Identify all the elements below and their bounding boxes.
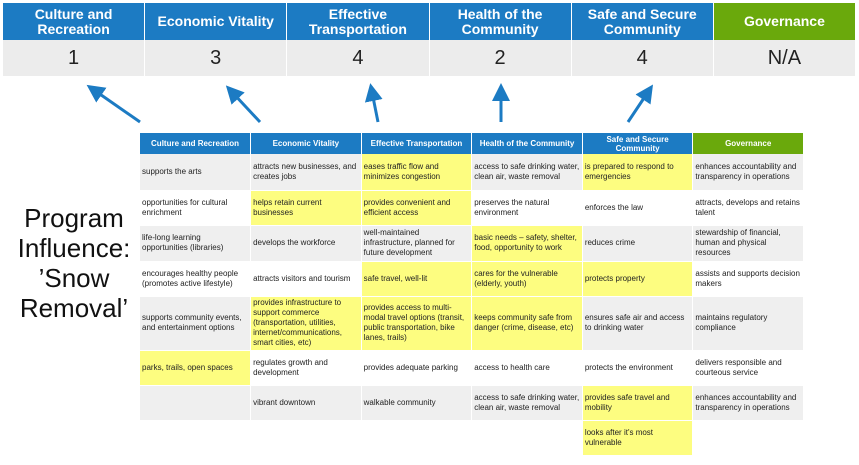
table-cell: enhances accountability and transparency… <box>692 154 804 191</box>
arrow-icon <box>225 85 262 124</box>
table-cell <box>361 420 473 456</box>
program-label: Program Influence: ’Snow Removal’ <box>17 203 131 323</box>
summary-header: Economic Vitality <box>145 3 288 40</box>
table-cell: ensures safe air and access to drinking … <box>582 296 694 351</box>
summary-header: Culture and Recreation <box>3 3 146 40</box>
table-cell: access to health care <box>471 350 583 386</box>
table-cell: reduces crime <box>582 225 694 262</box>
arrows <box>86 83 653 124</box>
table-row: encourages healthy people (promotes acti… <box>140 261 804 297</box>
table-cell: maintains regulatory compliance <box>692 296 804 351</box>
table-cell <box>692 420 804 456</box>
table-cell: attracts new businesses, and creates job… <box>250 154 362 191</box>
table-cell: attracts visitors and tourism <box>250 261 362 297</box>
table-cell: regulates growth and development <box>250 350 362 386</box>
table-cell: basic needs – safety, shelter, food, opp… <box>471 225 583 262</box>
table-cell: provides convenient and efficient access <box>361 190 473 226</box>
table-row: opportunities for cultural enrichment hel… <box>140 190 804 226</box>
table-cell: provides adequate parking <box>361 350 473 386</box>
summary-value: 2 <box>429 40 572 76</box>
table-cell: provides infrastructure to support comme… <box>250 296 362 351</box>
table-cell: is prepared to respond to emergencies <box>582 154 694 191</box>
table-row: vibrant downtown walkable community access… <box>140 385 804 421</box>
table-cell: looks after it's most vulnerable <box>582 420 694 456</box>
influence-table: Culture and Recreation Economic Vitality E… <box>140 133 804 456</box>
summary-grid: Culture and Recreation Economic Vitality E… <box>3 3 856 76</box>
table-header: Health of the Community <box>471 133 583 154</box>
table-cell: provides safe travel and mobility <box>582 385 694 421</box>
summary-header: Health of the Community <box>429 3 572 40</box>
table-row: looks after it's most vulnerable <box>140 420 804 456</box>
table-cell <box>250 420 362 456</box>
table-cell: well-maintained infrastructure, planned … <box>361 225 473 262</box>
table-cell: provides access to multi-modal travel op… <box>361 296 473 351</box>
table-header: Economic Vitality <box>250 133 362 154</box>
table-cell: helps retain current businesses <box>250 190 362 226</box>
summary-value: 4 <box>571 40 714 76</box>
summary-header: Governance <box>713 3 856 40</box>
arrow-icon <box>626 84 653 123</box>
table-cell: keeps community safe from danger (crime,… <box>471 296 583 351</box>
table-cell: opportunities for cultural enrichment <box>140 190 252 226</box>
table-header: Governance <box>692 133 804 154</box>
table-cell: encourages healthy people (promotes acti… <box>140 261 252 297</box>
table-row: supports community events, and entertain… <box>140 296 804 351</box>
table-header: Culture and Recreation <box>140 133 252 154</box>
table-cell: eases traffic flow and minimizes congest… <box>361 154 473 191</box>
table-cell: safe travel, well-lit <box>361 261 473 297</box>
table-row: supports the arts attracts new businesses… <box>140 154 804 191</box>
table-cell <box>140 420 252 456</box>
table-cell: access to safe drinking water, clean air… <box>471 154 583 191</box>
table-cell: attracts, develops and retains talent <box>692 190 804 226</box>
table-header: Safe and Secure Community <box>582 133 694 154</box>
table-cell: enhances accountability and transparency… <box>692 385 804 421</box>
table-cell <box>471 420 583 456</box>
table-cell: access to safe drinking water, clean air… <box>471 385 583 421</box>
arrow-icon <box>86 84 141 124</box>
table-cell: preserves the natural environment <box>471 190 583 226</box>
summary-value: 3 <box>145 40 288 76</box>
table-cell: protects property <box>582 261 694 297</box>
table-cell: supports community events, and entertain… <box>140 296 252 351</box>
table-cell: stewardship of financial, human and phys… <box>692 225 804 262</box>
summary-header: Effective Transportation <box>287 3 430 40</box>
table-cell: enforces the law <box>582 190 694 226</box>
summary-value: N/A <box>713 40 856 76</box>
table-cell: supports the arts <box>140 154 252 191</box>
table-header: Effective Transportation <box>361 133 473 154</box>
table-cell: protects the environment <box>582 350 694 386</box>
table-row: parks, trails, open spaces regulates grow… <box>140 350 804 386</box>
table-cell <box>140 385 252 421</box>
table-cell: develops the workforce <box>250 225 362 262</box>
table-cell: assists and supports decision makers <box>692 261 804 297</box>
table-cell: vibrant downtown <box>250 385 362 421</box>
table-cell: delivers responsible and courteous servi… <box>692 350 804 386</box>
arrow-icon <box>364 83 383 123</box>
table-row: life-long learning opportunities (librar… <box>140 225 804 262</box>
table-cell: cares for the vulnerable (elderly, youth… <box>471 261 583 297</box>
summary-value: 4 <box>287 40 430 76</box>
table-cell: walkable community <box>361 385 473 421</box>
summary-value: 1 <box>3 40 146 76</box>
table-cell: parks, trails, open spaces <box>140 350 252 386</box>
table-cell: life-long learning opportunities (librar… <box>140 225 252 262</box>
summary-header: Safe and Secure Community <box>571 3 714 40</box>
